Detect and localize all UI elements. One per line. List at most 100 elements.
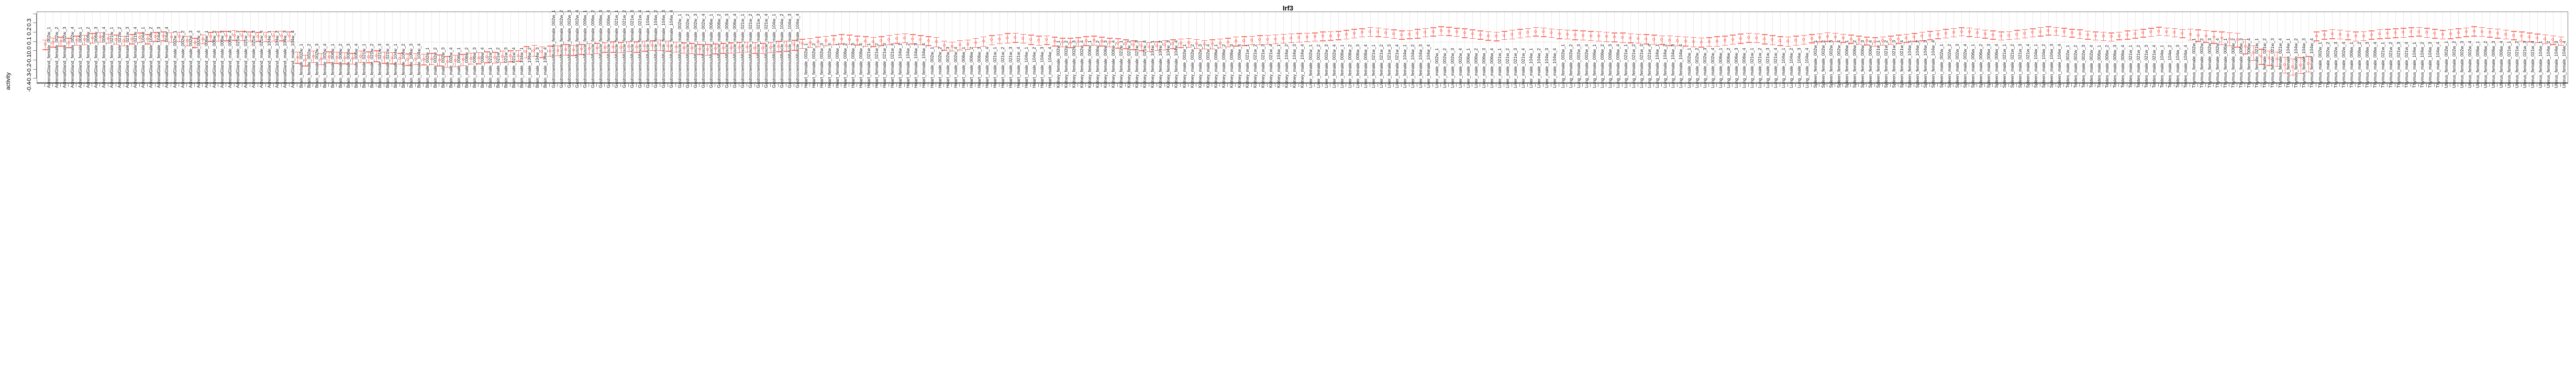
- data-point[interactable]: [1329, 34, 1332, 37]
- data-point[interactable]: [193, 41, 196, 44]
- data-point[interactable]: [595, 47, 598, 50]
- data-point[interactable]: [1739, 37, 1742, 40]
- data-point[interactable]: [1629, 36, 1632, 39]
- data-point[interactable]: [1100, 40, 1103, 43]
- data-point[interactable]: [619, 46, 623, 49]
- data-point[interactable]: [1605, 35, 1608, 38]
- data-point[interactable]: [296, 56, 299, 59]
- data-point[interactable]: [383, 56, 386, 59]
- data-point[interactable]: [98, 36, 102, 39]
- data-point[interactable]: [1975, 31, 1979, 35]
- data-point[interactable]: [51, 40, 54, 43]
- data-point[interactable]: [1676, 39, 1679, 42]
- data-point[interactable]: [1684, 40, 1687, 43]
- data-point[interactable]: [1802, 38, 1805, 41]
- data-point[interactable]: [469, 57, 472, 60]
- data-point[interactable]: [2189, 32, 2192, 36]
- data-point[interactable]: [801, 42, 804, 45]
- data-point[interactable]: [1511, 32, 1514, 36]
- data-point[interactable]: [2449, 32, 2452, 35]
- data-point[interactable]: [1297, 36, 1301, 39]
- data-point[interactable]: [1558, 32, 1561, 35]
- data-point[interactable]: [501, 55, 504, 58]
- data-point[interactable]: [1991, 33, 1994, 36]
- data-point[interactable]: [438, 59, 441, 62]
- data-point[interactable]: [367, 56, 370, 59]
- data-point[interactable]: [1061, 40, 1064, 43]
- data-point[interactable]: [1794, 39, 1797, 42]
- data-point[interactable]: [911, 37, 914, 40]
- data-point[interactable]: [123, 39, 126, 42]
- data-point[interactable]: [1779, 39, 1782, 42]
- data-point[interactable]: [1786, 40, 1790, 43]
- data-point[interactable]: [209, 35, 212, 38]
- data-point[interactable]: [2362, 34, 2365, 37]
- data-point[interactable]: [130, 37, 134, 40]
- data-point[interactable]: [1274, 37, 1277, 40]
- data-point[interactable]: [509, 54, 512, 58]
- data-point[interactable]: [1006, 36, 1009, 39]
- data-point[interactable]: [2181, 32, 2184, 35]
- data-point[interactable]: [2126, 33, 2128, 36]
- data-point[interactable]: [982, 40, 985, 43]
- data-point[interactable]: [2268, 56, 2271, 59]
- data-point[interactable]: [1116, 41, 1119, 45]
- data-point[interactable]: [1305, 36, 1308, 39]
- data-point[interactable]: [1763, 37, 1766, 40]
- data-point[interactable]: [2386, 32, 2389, 35]
- data-point[interactable]: [1014, 36, 1017, 39]
- data-point[interactable]: [887, 38, 891, 41]
- data-point[interactable]: [2402, 31, 2405, 34]
- data-point[interactable]: [1076, 40, 1080, 43]
- data-point[interactable]: [2157, 29, 2160, 32]
- data-point[interactable]: [1069, 41, 1072, 44]
- data-point[interactable]: [667, 44, 670, 47]
- data-point[interactable]: [966, 43, 969, 46]
- data-point[interactable]: [1983, 32, 1986, 35]
- data-point[interactable]: [1707, 40, 1711, 43]
- data-point[interactable]: [1447, 29, 1450, 32]
- data-point[interactable]: [241, 34, 244, 37]
- data-point[interactable]: [2291, 65, 2294, 68]
- data-point[interactable]: [1439, 29, 1442, 32]
- data-point[interactable]: [2236, 38, 2239, 41]
- data-point[interactable]: [824, 39, 827, 42]
- data-point[interactable]: [2094, 34, 2097, 37]
- data-point[interactable]: [1400, 33, 1403, 36]
- data-point[interactable]: [2228, 37, 2231, 40]
- data-point[interactable]: [612, 45, 615, 48]
- data-point[interactable]: [1037, 39, 1040, 42]
- data-point[interactable]: [856, 39, 859, 42]
- data-point[interactable]: [1771, 38, 1774, 41]
- data-point[interactable]: [107, 37, 110, 40]
- data-point[interactable]: [651, 44, 654, 47]
- data-point[interactable]: [2196, 34, 2200, 37]
- data-point[interactable]: [603, 46, 606, 49]
- data-point[interactable]: [430, 57, 433, 60]
- data-point[interactable]: [2031, 31, 2034, 34]
- data-point[interactable]: [927, 39, 930, 42]
- data-point[interactable]: [1187, 41, 1190, 44]
- data-point[interactable]: [2417, 30, 2420, 33]
- data-point[interactable]: [2102, 35, 2105, 38]
- data-point[interactable]: [517, 54, 520, 57]
- data-point[interactable]: [1503, 34, 1506, 37]
- data-point[interactable]: [83, 38, 86, 41]
- data-point[interactable]: [319, 57, 323, 60]
- data-point[interactable]: [729, 46, 732, 49]
- data-point[interactable]: [580, 48, 583, 51]
- data-point[interactable]: [1471, 32, 1474, 35]
- data-point[interactable]: [485, 56, 488, 59]
- data-point[interactable]: [272, 35, 275, 38]
- data-point[interactable]: [2338, 32, 2341, 36]
- data-point[interactable]: [1826, 35, 1829, 38]
- data-point[interactable]: [1581, 34, 1584, 37]
- data-point[interactable]: [721, 47, 725, 50]
- data-point[interactable]: [1021, 37, 1025, 40]
- data-point[interactable]: [958, 43, 961, 47]
- data-point[interactable]: [1108, 40, 1111, 43]
- data-point[interactable]: [59, 40, 62, 43]
- data-point[interactable]: [43, 43, 47, 46]
- data-point[interactable]: [1486, 34, 1490, 37]
- data-point[interactable]: [67, 41, 70, 44]
